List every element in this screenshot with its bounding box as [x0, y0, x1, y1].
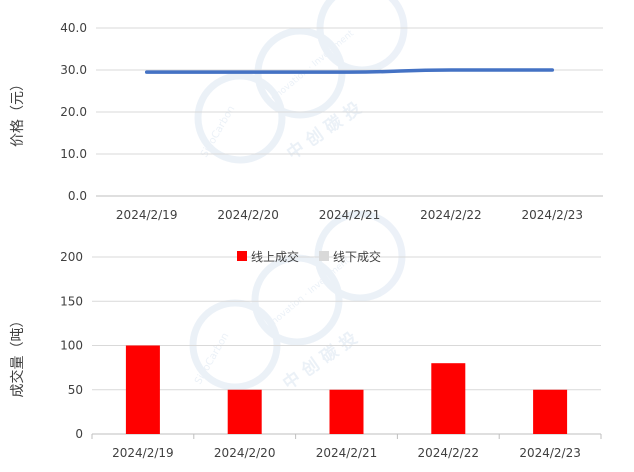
price-line-chart: 0.010.020.030.040.0 2024/2/19 2024/2/20 20…: [10, 21, 603, 222]
y-tick-label: 40.0: [60, 21, 87, 35]
legend-label: 线下成交: [333, 249, 381, 264]
x-tick-label: 2024/2/19: [116, 208, 178, 222]
y-tick-label: 20.0: [60, 105, 87, 119]
bar-online-0: [125, 345, 160, 434]
y-axis-label: 价格（元）: [10, 77, 26, 147]
x-axis-ticks: 2024/2/19 2024/2/20 2024/2/21 2024/2/22 2024…: [116, 208, 583, 222]
x-tick-label: 2024/2/21: [316, 446, 378, 460]
volume-bar-chart: 0 50 100 150 200 2024/2/19 2024/2/20 2024/2/21…: [9, 249, 602, 460]
x-tick-label: 2024/2/21: [319, 208, 381, 222]
y-axis-ticks: 0 50 100 150 200: [60, 250, 83, 441]
watermark-logo-top: SinoCarbon Innovation · Investment 中 创 碳…: [194, 0, 408, 164]
x-tick-label: 2024/2/20: [214, 446, 276, 460]
y-tick-label: 0: [75, 427, 83, 441]
y-tick-label: 200: [60, 250, 83, 264]
y-tick-label: 150: [60, 294, 83, 308]
y-tick-label: 30.0: [60, 63, 87, 77]
bar-online-1: [227, 389, 262, 434]
bar-online-2: [329, 389, 364, 434]
legend-swatch: [237, 251, 247, 261]
y-tick-label: 100: [60, 339, 83, 353]
x-tick-label: 2024/2/22: [418, 446, 480, 460]
y-tick-label: 50: [68, 383, 83, 397]
bars: [125, 345, 568, 434]
y-tick-label: 10.0: [60, 147, 87, 161]
legend-swatch: [319, 251, 329, 261]
bar-online-4: [533, 389, 568, 434]
legend: 线上成交 线下成交: [237, 249, 381, 264]
watermark-logo-bottom: SinoCarbon Innovation · Investment 中 创 碳…: [189, 210, 406, 394]
y-tick-label: 0.0: [68, 189, 87, 203]
gridlines: [96, 27, 603, 197]
y-axis-ticks: 0.0 10.0 20.0 30.0 40.0: [60, 21, 87, 203]
x-axis-ticks: 2024/2/19 2024/2/20 2024/2/21 2024/2/22 2024…: [112, 446, 581, 460]
series: [144, 68, 555, 74]
x-tick-label: 2024/2/22: [420, 208, 482, 222]
x-tick-label: 2024/2/19: [112, 446, 174, 460]
x-tick-label: 2024/2/23: [519, 446, 581, 460]
x-tick-label: 2024/2/23: [522, 208, 584, 222]
y-axis-label: 成交量（吨）: [9, 314, 26, 398]
bar-online-3: [431, 363, 466, 434]
legend-label: 线上成交: [251, 249, 299, 264]
x-tick-label: 2024/2/20: [217, 208, 279, 222]
